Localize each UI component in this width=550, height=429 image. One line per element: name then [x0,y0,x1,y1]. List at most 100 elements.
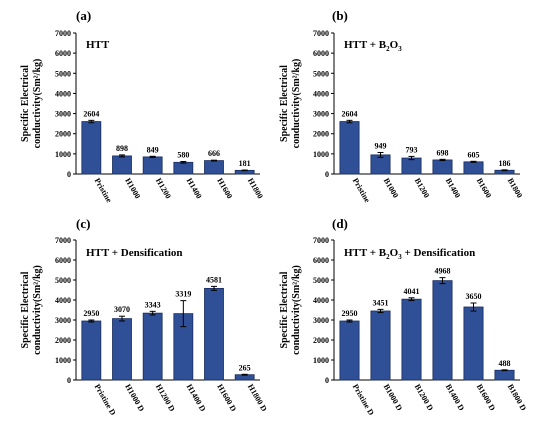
x-tick-label: H1200 D [154,383,177,414]
y-tick-label: 3000 [55,110,71,119]
y-tick-label: 2000 [313,130,329,139]
data-label: 605 [468,150,480,159]
panel-d: (d) Specific Electrical conductivity(Sm²/k… [279,216,528,417]
y-axis-label-line1: Specific Electrical [20,65,31,142]
bar [370,310,391,381]
panel-label: (a) [76,8,91,23]
y-tick-label: 3000 [313,316,329,325]
data-label: 186 [499,159,511,168]
y-tick-label: 4000 [55,89,71,98]
y-tick-label: 1000 [55,356,71,365]
data-label: 949 [375,141,387,150]
x-tick-label: B1600 [475,177,493,200]
panel-title: HTT [86,39,110,51]
data-label: 265 [239,363,251,372]
bar [432,159,453,175]
y-tick-label: 6000 [313,256,329,265]
panel-label: (d) [332,216,348,231]
x-tick-label: H1800 D [246,383,269,414]
data-label: 3650 [466,292,482,301]
y-tick-label: 1000 [55,150,71,159]
data-label: 2950 [83,309,99,318]
bar [142,312,163,381]
data-label: 793 [406,145,418,154]
panel-title: HTT + Densification [86,247,183,259]
data-label: 3070 [114,305,130,314]
x-tick-label: H1400 D [185,383,208,414]
y-tick-label: 7000 [313,236,329,245]
x-tick-label: H1800 [246,177,265,201]
y-tick-label: 7000 [313,29,329,38]
bar [463,161,484,175]
panel-title: HTT + B2O3 [344,39,402,53]
x-tick-label: Pristine D [351,383,376,418]
y-tick-label: 6000 [55,49,71,58]
data-label: 849 [147,145,159,154]
bar [339,121,360,175]
y-axis-label-line1: Specific Electrical [20,271,31,348]
data-label: 4968 [435,267,451,276]
x-tick-label: H1200 [154,177,173,201]
y-tick-label: 2000 [313,336,329,345]
y-tick-label: 2000 [55,130,71,139]
y-tick-label: 0 [325,376,329,385]
bar [81,320,102,381]
bar [112,318,132,381]
y-tick-label: 4000 [313,296,329,305]
data-label: 2950 [342,309,358,318]
y-axis-label-line2: conductivity(Sm²/kg) [291,59,302,149]
y-tick-label: 3000 [313,110,329,119]
y-tick-label: 6000 [313,49,329,58]
x-tick-label: B1200 [413,177,431,200]
y-tick-label: 0 [67,170,71,179]
panel-label: (c) [76,216,90,231]
y-tick-label: 1000 [313,150,329,159]
data-label: 2604 [342,109,358,118]
data-label: 2604 [83,109,99,118]
data-label: 181 [239,159,251,168]
bar [81,121,102,175]
y-axis-label-line2: conductivity(Sm²/kg) [32,59,43,149]
y-axis-label-line2: conductivity(Sm²/kg) [291,265,302,355]
x-tick-label: B1000 [382,177,400,200]
data-label: 3343 [145,300,161,309]
y-tick-label: 5000 [55,276,71,285]
data-label: 898 [116,144,128,153]
panel-c: (c) Specific Electrical conductivity(Sm²/k… [20,216,269,417]
y-tick-label: 7000 [55,29,71,38]
y-tick-label: 5000 [55,69,71,78]
data-label: 4041 [404,287,420,296]
bar [204,160,224,175]
x-tick-label: B1400 D [444,383,466,413]
bar [463,306,484,381]
x-tick-label: H1600 D [215,383,238,414]
panel-a: (a) Specific Electrical conductivity(Sm²/k… [20,8,265,204]
data-label: 4581 [206,275,222,284]
x-tick-label: H1600 [215,177,234,201]
data-label: 3451 [373,298,389,307]
panel-title: HTT + B2O3 + Densification [344,247,475,261]
y-tick-label: 5000 [313,69,329,78]
x-tick-label: H1400 [185,177,204,201]
data-label: 3319 [175,290,191,299]
x-tick-label: Pristine [93,177,114,205]
y-tick-label: 4000 [55,296,71,305]
bar [401,298,422,381]
y-tick-label: 4000 [313,89,329,98]
data-label: 488 [499,359,511,368]
bar [401,157,422,175]
data-label: 666 [208,149,220,158]
y-tick-label: 2000 [55,336,71,345]
x-tick-label: B1800 [506,177,524,200]
data-label: 580 [177,151,189,160]
y-tick-label: 0 [67,376,71,385]
x-tick-label: Pristine D [93,383,118,418]
bar [173,161,194,175]
panel-b: (b) Specific Electrical conductivity(Sm²/k… [279,8,524,204]
x-tick-label: B1200 D [413,383,435,413]
y-tick-label: 3000 [55,316,71,325]
x-tick-label: B1000 D [382,383,404,413]
data-label: 698 [437,148,449,157]
y-tick-label: 5000 [313,276,329,285]
y-tick-label: 1000 [313,356,329,365]
